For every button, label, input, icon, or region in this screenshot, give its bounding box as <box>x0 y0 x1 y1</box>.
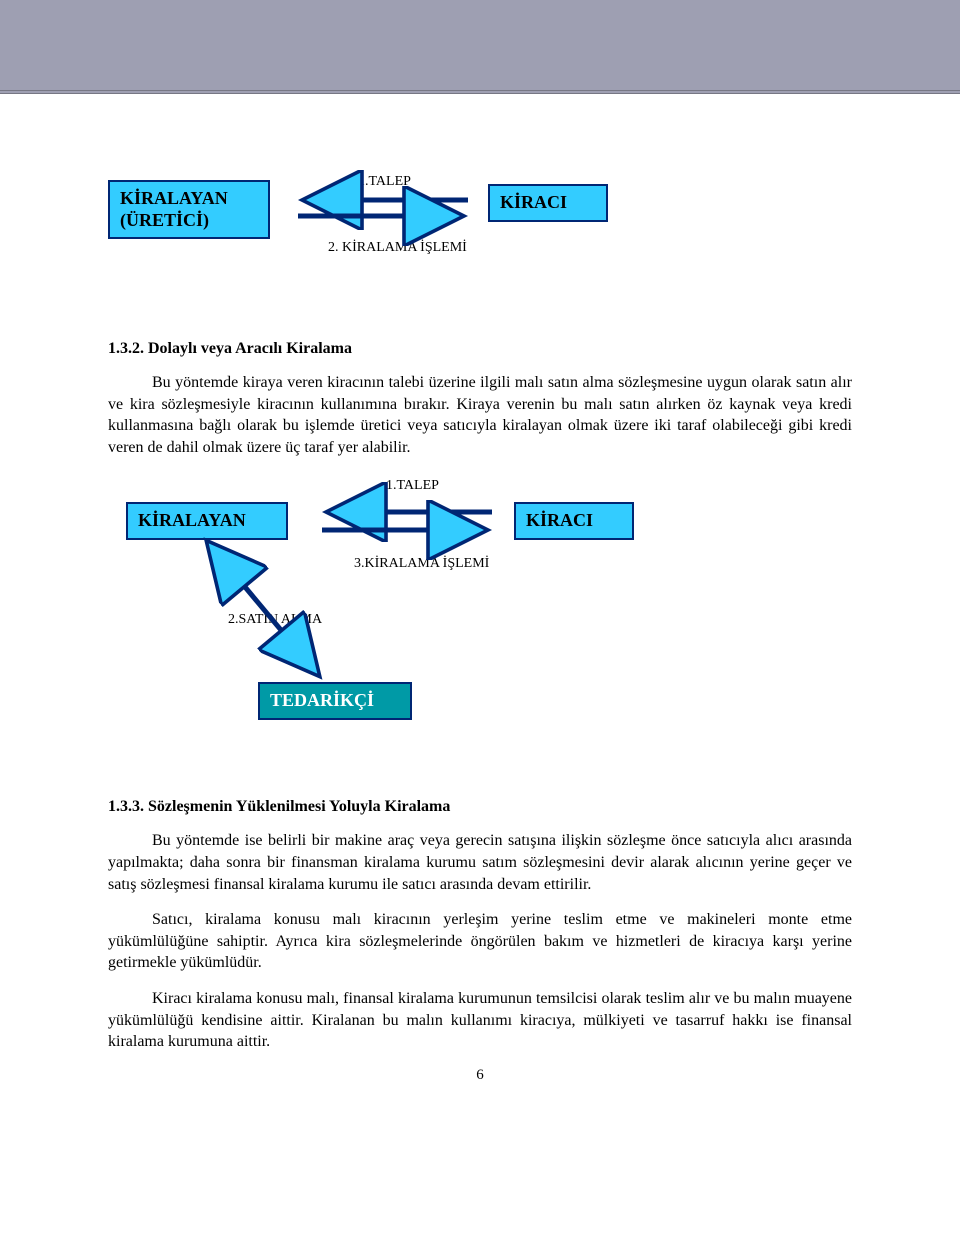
box-kiralayan-uretici: KİRALAYAN (ÜRETİCİ) <box>108 180 270 239</box>
para-1-3-3-a: Bu yöntemde ise belirli bir makine araç … <box>108 830 852 895</box>
page-content: KİRALAYAN (ÜRETİCİ) KİRACI 1.TALEP 2. Kİ… <box>0 94 960 1124</box>
header-bar <box>0 0 960 94</box>
heading-1-3-2: 1.3.2. Dolaylı veya Aracılı Kiralama <box>108 340 852 358</box>
page-number: 6 <box>108 1067 852 1084</box>
diagram-1-arrows <box>268 180 668 260</box>
box-label: KİRALAYAN (ÜRETİCİ) <box>120 188 228 230</box>
para-1-3-3-b: Satıcı, kiralama konusu malı kiracının y… <box>108 909 852 974</box>
para-1-3-3-c: Kiracı kiralama konusu malı, finansal ki… <box>108 988 852 1053</box>
para-1-3-2: Bu yöntemde kiraya veren kiracının taleb… <box>108 372 852 458</box>
diagram-2-arrows <box>108 472 668 732</box>
diagram-2: KİRALAYAN KİRACI TEDARİKÇİ 1.TALEP 3.KİR… <box>108 472 852 772</box>
heading-1-3-3: 1.3.3. Sözleşmenin Yüklenilmesi Yoluyla … <box>108 798 852 816</box>
diagram-1: KİRALAYAN (ÜRETİCİ) KİRACI 1.TALEP 2. Kİ… <box>108 174 852 314</box>
